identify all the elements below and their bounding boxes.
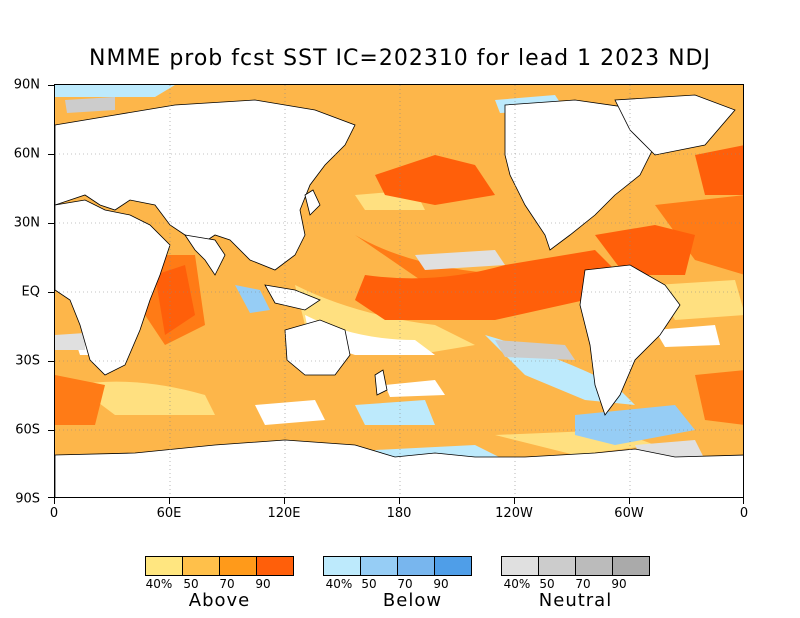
land-new-zealand	[374, 369, 388, 396]
x-tick-label-0-east: 0	[739, 506, 749, 521]
y-tick-label-90s: 90S	[15, 491, 40, 507]
y-tick-label-60s: 60S	[15, 422, 40, 438]
land-antarctica	[55, 439, 743, 497]
map-canvas	[55, 85, 743, 497]
legend-neutral-swatch-70	[576, 557, 613, 575]
x-tick-mark	[169, 498, 170, 504]
legend-below-swatch-90	[435, 557, 471, 575]
x-tick-label-120w: 120W	[495, 506, 533, 521]
y-tick-label-90n: 90N	[13, 77, 40, 93]
legend-below: 40% 50 70 90 Below	[323, 556, 472, 611]
legend-neutral-swatch-40	[502, 557, 539, 575]
sst-probability-map	[54, 84, 744, 498]
legend-tick: 70	[219, 577, 235, 591]
legend-below-swatch-70	[398, 557, 435, 575]
graticule	[55, 85, 743, 497]
legend-above-label: Above	[188, 590, 251, 611]
legend-below-label: Below	[382, 590, 443, 611]
x-tick-mark	[629, 498, 630, 504]
y-tick-mark	[48, 154, 54, 155]
map-title: NMME prob fcst SST IC=202310 for lead 1 …	[89, 46, 711, 71]
land-africa	[55, 199, 171, 376]
legend-below-colorbar	[323, 556, 472, 576]
legend-below-ticks: 40% 50 70 90	[323, 576, 472, 591]
legend-tick: 50	[361, 577, 377, 591]
legend-neutral-swatch-50	[539, 557, 576, 575]
legend-neutral-colorbar	[501, 556, 650, 576]
legend-below-swatch-40	[324, 557, 361, 575]
legend-tick: 90	[433, 577, 449, 591]
legend-tick: 50	[539, 577, 555, 591]
land-eurasia	[55, 99, 356, 271]
legend-neutral: 40% 50 70 90 Neutral	[501, 556, 650, 611]
legend-tick: 40%	[503, 577, 531, 591]
legend-above-swatch-70	[220, 557, 257, 575]
legend-above-swatch-40	[146, 557, 183, 575]
land-japan	[304, 189, 321, 216]
y-tick-mark	[48, 223, 54, 224]
y-tick-mark	[48, 85, 54, 86]
land-india	[184, 234, 226, 276]
legend-above-swatch-90	[257, 557, 293, 575]
legend-above-swatch-50	[183, 557, 220, 575]
legend-neutral-swatch-90	[613, 557, 649, 575]
y-tick-label-60n: 60N	[13, 146, 40, 162]
x-tick-label-180: 180	[386, 506, 412, 521]
legend-tick: 90	[255, 577, 271, 591]
x-tick-mark	[514, 498, 515, 504]
land-south-america	[579, 264, 681, 416]
x-tick-label-60w: 60W	[614, 506, 644, 521]
x-tick-mark	[284, 498, 285, 504]
land-australia	[284, 319, 351, 376]
legend-tick: 40%	[325, 577, 353, 591]
legend-neutral-ticks: 40% 50 70 90	[501, 576, 650, 591]
legend-neutral-label: Neutral	[538, 590, 613, 611]
y-tick-mark	[48, 497, 54, 498]
x-tick-mark	[54, 498, 55, 504]
x-tick-label-0: 0	[49, 506, 59, 521]
legend-above-colorbar	[145, 556, 294, 576]
y-tick-mark	[48, 430, 54, 431]
y-tick-label-30s: 30S	[15, 353, 40, 369]
legend-below-swatch-50	[361, 557, 398, 575]
y-tick-mark	[48, 292, 54, 293]
y-tick-label-eq: EQ	[21, 284, 40, 300]
x-tick-label-120e: 120E	[267, 506, 301, 521]
x-tick-mark	[743, 498, 744, 504]
legend-tick: 90	[611, 577, 627, 591]
y-tick-mark	[48, 361, 54, 362]
x-tick-label-60e: 60E	[156, 506, 182, 521]
legend-tick: 40%	[145, 577, 173, 591]
legend-above-ticks: 40% 50 70 90	[145, 576, 294, 591]
legend-tick: 70	[397, 577, 413, 591]
land-indonesia	[264, 284, 321, 311]
legend-tick: 70	[575, 577, 591, 591]
x-tick-mark	[399, 498, 400, 504]
legend-above: 40% 50 70 90 Above	[145, 556, 294, 611]
legend-tick: 50	[183, 577, 199, 591]
y-tick-label-30n: 30N	[13, 215, 40, 231]
land-masses	[55, 94, 743, 497]
